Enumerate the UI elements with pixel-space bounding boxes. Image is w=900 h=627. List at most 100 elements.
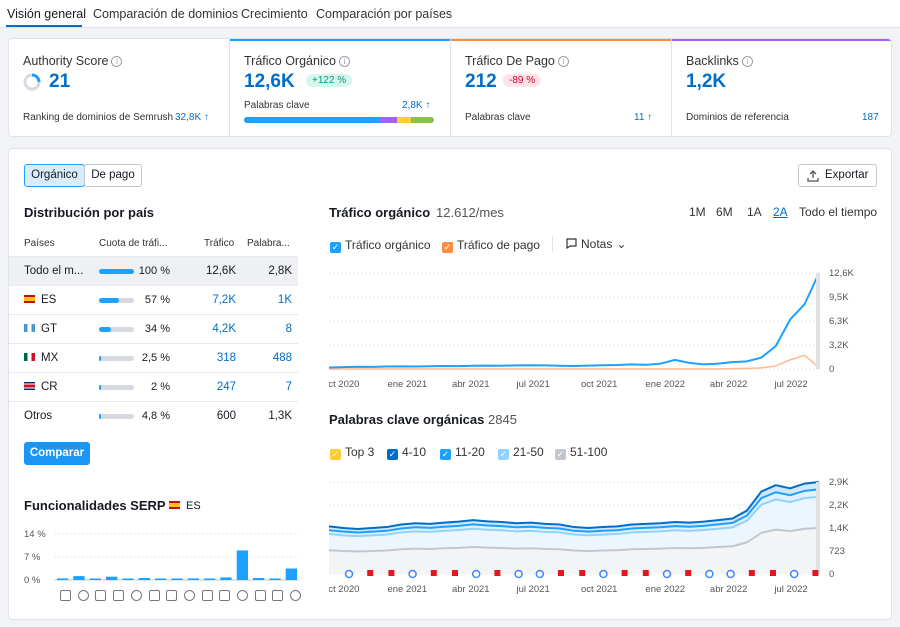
tab-growth[interactable]: Crecimiento <box>241 7 308 21</box>
photo-icon[interactable] <box>237 590 248 601</box>
keywords-value[interactable]: 1K <box>277 294 292 306</box>
authority-sub: Ranking de dominios de Semrush <box>23 112 174 123</box>
country-row[interactable]: Todo el m... 100 % 12,6K 2,8K <box>9 256 298 285</box>
play-circle-icon[interactable] <box>254 590 266 601</box>
traffic-value[interactable]: 247 <box>216 381 236 393</box>
keywords-value[interactable]: 488 <box>272 352 292 364</box>
serp-bar <box>138 578 150 580</box>
faq-list-icon[interactable] <box>272 590 284 601</box>
legend-4-10[interactable]: ✓ 4-10 <box>387 445 426 460</box>
paid-toggle[interactable]: De pago <box>84 164 142 187</box>
traffic-value[interactable]: 4,2K <box>212 323 236 335</box>
series-organic-line <box>329 272 820 369</box>
question-icon[interactable] <box>290 590 302 601</box>
keywords-value[interactable]: 8 <box>285 323 292 335</box>
organic-traffic-card[interactable]: Tráfico Orgánico i 12,6K +122 % Palabras … <box>230 39 450 136</box>
period-1a[interactable]: 1A <box>747 205 762 219</box>
serp-bar <box>269 578 281 580</box>
period-all-time[interactable]: Todo el tiempo <box>799 205 878 219</box>
legend-51-100[interactable]: ✓ 51-100 <box>555 445 607 460</box>
backlinks-card[interactable]: Backlinks i 1,2K Dominios de referencia 1… <box>672 39 891 136</box>
x-tick-label: oct 2020 <box>329 379 359 390</box>
country-row[interactable]: ES 57 % 7,2K 1K <box>9 285 298 314</box>
flag-note-icon <box>621 570 628 576</box>
info-icon[interactable]: i <box>338 56 350 67</box>
keywords-value[interactable]: 7 <box>285 381 292 393</box>
col-countries[interactable]: Países <box>24 238 55 249</box>
paid-traffic-card[interactable]: Tráfico De Pago i 212 -89 % Palabras clav… <box>451 39 671 136</box>
serp-bar <box>155 578 167 580</box>
keywords-value: 1,3K <box>268 410 292 422</box>
tab-overview[interactable]: Visión general <box>7 7 86 21</box>
info-icon[interactable]: i <box>557 56 569 67</box>
flag-icon <box>24 324 35 332</box>
legend-paid[interactable]: ✓ Tráfico de pago <box>442 238 540 253</box>
paid-decline-badge: -89 % <box>503 74 542 87</box>
period-1m[interactable]: 1M <box>689 205 706 219</box>
share-bar <box>99 414 134 419</box>
col-keywords[interactable]: Palabra... <box>247 238 290 249</box>
video-icon[interactable] <box>148 590 160 601</box>
organic-keywords[interactable]: 2,8K ↑ <box>402 100 431 111</box>
share-bar-fill <box>99 356 101 361</box>
play-icon[interactable] <box>183 590 195 601</box>
share-bar <box>99 356 134 361</box>
review-icon[interactable] <box>95 590 107 601</box>
graduation-icon[interactable] <box>60 590 71 601</box>
image-icon[interactable] <box>113 590 125 601</box>
notes-dropdown[interactable]: Notas ⌄ <box>566 237 626 251</box>
legend-organic[interactable]: ✓ Tráfico orgánico <box>330 238 431 253</box>
share-value: 100 % <box>138 265 170 277</box>
col-traffic[interactable]: Tráfico <box>204 238 235 249</box>
export-icon <box>807 170 819 182</box>
authority-score-card[interactable]: Authority Score i 21 Ranking de dominios … <box>9 39 229 136</box>
legend-top3[interactable]: ✓ Top 3 <box>330 445 374 460</box>
compare-button[interactable]: Comparar <box>24 442 90 465</box>
authority-rank[interactable]: 32,8K ↑ <box>175 112 209 123</box>
news-icon[interactable] <box>201 590 213 601</box>
tab-country-comparison[interactable]: Comparación por países <box>316 7 453 21</box>
col-share[interactable]: Cuota de tráfi... <box>99 238 168 249</box>
link-icon[interactable] <box>130 590 142 601</box>
traffic-value[interactable]: 7,2K <box>212 294 236 306</box>
checkbox-icon: ✓ <box>498 449 509 460</box>
share-bar-fill <box>99 414 101 419</box>
paid-keywords[interactable]: 11 ↑ <box>634 112 653 123</box>
flag-note-icon <box>579 570 586 576</box>
x-tick-label: jul 2022 <box>773 584 807 595</box>
star-icon[interactable] <box>166 590 178 601</box>
legend-11-20[interactable]: ✓ 11-20 <box>440 445 485 460</box>
keyword-distribution-bar <box>244 117 434 123</box>
flag-note-icon <box>770 570 776 576</box>
country-row[interactable]: Otros 4,8 % 600 1,3K <box>9 401 298 430</box>
export-button[interactable]: Exportar <box>798 164 877 187</box>
google-update-icon <box>789 569 799 579</box>
tab-domain-comparison[interactable]: Comparación de dominios <box>93 7 239 21</box>
country-row[interactable]: GT 34 % 4,2K 8 <box>9 314 298 343</box>
info-icon[interactable]: i <box>741 56 753 67</box>
legend-21-50[interactable]: ✓ 21-50 <box>498 445 544 460</box>
serp-title: Funcionalidades SERP <box>24 498 166 513</box>
country-name: Otros <box>24 410 52 422</box>
google-update-icon <box>705 569 714 579</box>
organic-toggle[interactable]: Orgánico <box>24 164 85 187</box>
flag-note-icon <box>642 570 649 576</box>
x-tick-label: oct 2020 <box>329 584 359 595</box>
organic-keywords-chart: 2,9K 2,2K 1,4K 723 0 oct 2020 ene 2021 abr 2021… <box>329 477 849 595</box>
traffic-value[interactable]: 318 <box>216 352 236 364</box>
legend-organic-label: Tráfico orgánico <box>345 238 431 252</box>
map-pin-icon[interactable] <box>77 590 89 601</box>
authority-value: 21 <box>49 71 71 92</box>
period-6m[interactable]: 6M <box>716 205 733 219</box>
period-2a[interactable]: 2A <box>773 205 788 219</box>
info-icon[interactable]: i <box>111 56 123 67</box>
crown-icon[interactable] <box>219 590 231 601</box>
keywords-chart-title: Palabras clave orgánicas <box>329 412 485 427</box>
country-row[interactable]: CR 2 % 247 7 <box>9 372 298 401</box>
y-tick-label: 1,4K <box>829 523 849 534</box>
country-row[interactable]: MX 2,5 % 318 488 <box>9 343 298 372</box>
country-name: Todo el m... <box>24 265 83 277</box>
flag-note-icon <box>367 570 374 576</box>
serp-country[interactable]: ES <box>169 500 201 512</box>
referring-domains[interactable]: 187 <box>862 112 879 123</box>
